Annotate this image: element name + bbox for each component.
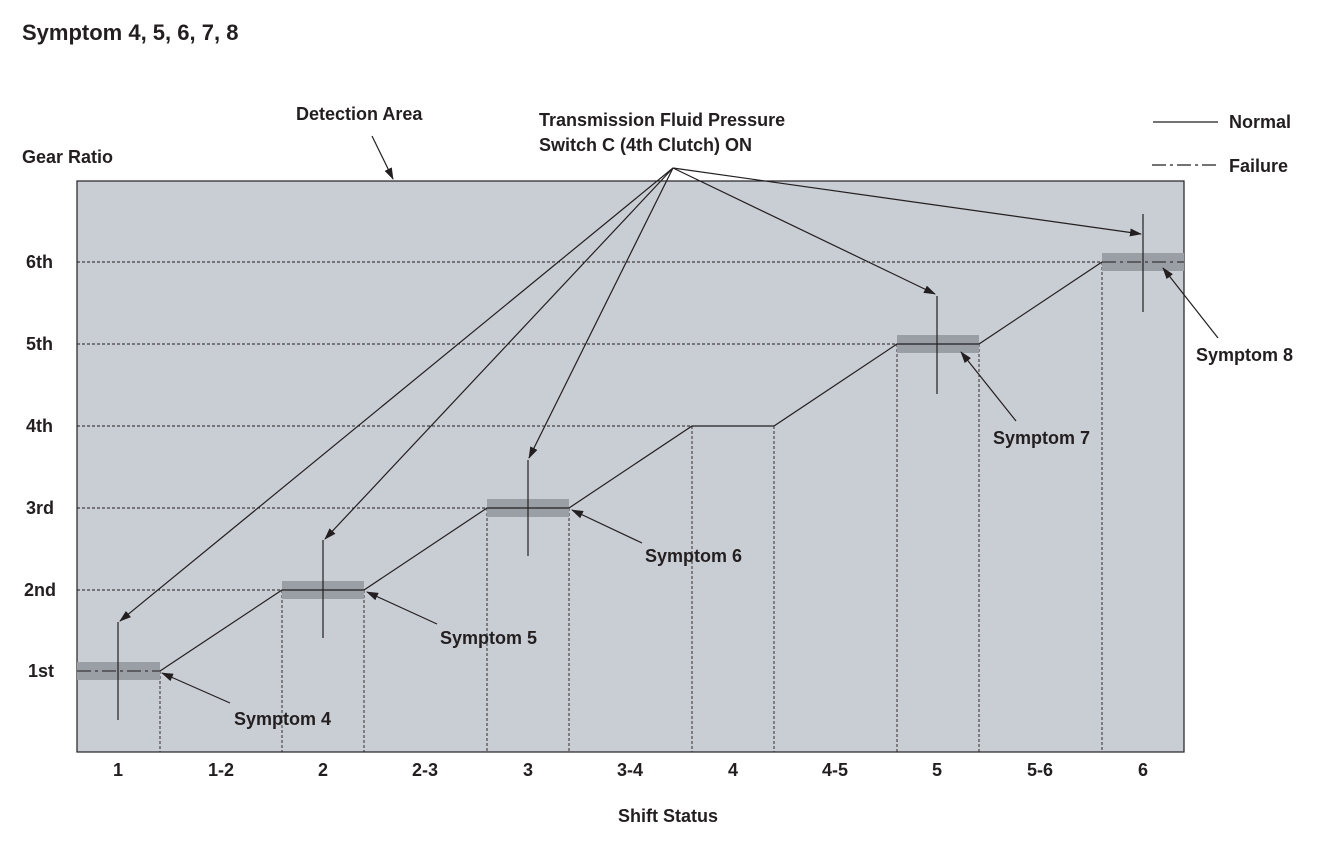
- switch-label-line2: Switch C (4th Clutch) ON: [539, 135, 752, 155]
- switch-arrows: [119, 135, 1142, 622]
- shift-tick: 2: [318, 760, 328, 780]
- symptom-4-label: Symptom 4: [234, 709, 331, 729]
- x-axis-label: Shift Status: [618, 806, 718, 826]
- switch-on-markers: [117, 214, 1144, 720]
- shift-tick: 1: [113, 760, 123, 780]
- shift-tick: 5-6: [1027, 760, 1053, 780]
- symptom-6-label: Symptom 6: [645, 546, 742, 566]
- shift-tick: 4: [728, 760, 738, 780]
- legend-normal: Normal: [1229, 112, 1291, 132]
- symptom-8-label: Symptom 8: [1196, 345, 1293, 365]
- y-axis-label: Gear Ratio: [22, 147, 113, 167]
- gear-tick: 3rd: [26, 498, 54, 518]
- symptom-7-label: Symptom 7: [993, 428, 1090, 448]
- shift-tick: 1-2: [208, 760, 234, 780]
- gear-tick: 4th: [26, 416, 53, 436]
- gear-tick-labels: 1st 2nd 3rd 4th 5th 6th: [24, 252, 56, 681]
- shift-tick: 3: [523, 760, 533, 780]
- detection-area-label: Detection Area: [296, 104, 423, 124]
- gear-gridlines: [77, 261, 1103, 752]
- legend-failure: Failure: [1229, 156, 1288, 176]
- symptom-arrows: [161, 267, 1219, 704]
- shift-tick: 5: [932, 760, 942, 780]
- symptom-5-label: Symptom 5: [440, 628, 537, 648]
- gear-tick: 6th: [26, 252, 53, 272]
- shift-tick: 2-3: [412, 760, 438, 780]
- diagram-title: Symptom 4, 5, 6, 7, 8: [22, 20, 238, 45]
- shift-tick: 4-5: [822, 760, 848, 780]
- gear-tick: 5th: [26, 334, 53, 354]
- detection-bands: [77, 253, 1184, 680]
- switch-label-line1: Transmission Fluid Pressure: [539, 110, 785, 130]
- shift-status-tick-labels: 1 1-2 2 2-3 3 3-4 4 4-5 5 5-6 6: [113, 760, 1148, 780]
- gear-tick: 2nd: [24, 580, 56, 600]
- gear-tick: 1st: [28, 661, 54, 681]
- shift-tick: 3-4: [617, 760, 643, 780]
- shift-tick: 6: [1138, 760, 1148, 780]
